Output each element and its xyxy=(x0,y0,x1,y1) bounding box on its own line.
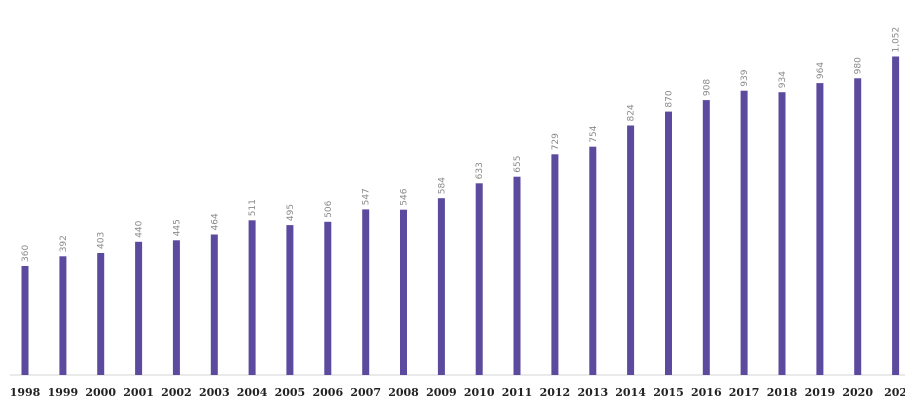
bar-2014 xyxy=(627,125,635,375)
value-label-2002: 445 xyxy=(172,219,182,236)
value-label-2003: 464 xyxy=(210,213,220,230)
value-label-2011: 655 xyxy=(513,156,523,173)
x-tick-2014: 2014 xyxy=(615,386,646,399)
x-tick-2012: 2012 xyxy=(540,386,571,399)
x-tick-202: 202 xyxy=(884,386,905,399)
x-tick-2016: 2016 xyxy=(691,386,722,399)
bar-1998 xyxy=(21,266,29,375)
value-label-202: 1,052 xyxy=(892,27,902,53)
bar-2012 xyxy=(551,154,559,375)
x-tick-2000: 2000 xyxy=(85,386,116,399)
bar-2003 xyxy=(210,234,218,375)
value-label-2013: 754 xyxy=(589,125,599,142)
bars-group xyxy=(21,56,900,376)
bar-2004 xyxy=(248,220,256,375)
value-label-2004: 511 xyxy=(248,199,258,216)
value-label-2005: 495 xyxy=(286,204,296,221)
x-tick-2004: 2004 xyxy=(237,386,268,399)
x-tick-2007: 2007 xyxy=(350,386,381,399)
value-label-2016: 908 xyxy=(702,79,712,96)
x-tick-2011: 2011 xyxy=(502,386,533,399)
value-label-2007: 547 xyxy=(362,188,372,205)
x-tick-2010: 2010 xyxy=(464,386,495,399)
x-tick-2015: 2015 xyxy=(653,386,684,399)
value-label-2020: 980 xyxy=(854,57,864,74)
bar-2013 xyxy=(589,146,597,375)
x-tick-2003: 2003 xyxy=(199,386,230,399)
bar-2000 xyxy=(97,253,105,375)
value-label-1999: 392 xyxy=(59,235,69,252)
bar-2019 xyxy=(816,83,824,375)
x-tick-2013: 2013 xyxy=(577,386,608,399)
value-label-2000: 403 xyxy=(97,232,107,249)
value-labels-group: 360 392 403 440 445 464 511 495 506 547 546 584 633 6… xyxy=(21,27,902,262)
x-tick-2005: 2005 xyxy=(275,386,306,399)
bar-2010 xyxy=(475,183,483,375)
value-label-1998: 360 xyxy=(21,245,31,262)
bar-1999 xyxy=(59,256,67,375)
x-tick-2006: 2006 xyxy=(312,386,343,399)
value-label-2014: 824 xyxy=(627,104,637,121)
bar-202 xyxy=(892,56,900,375)
bar-2016 xyxy=(702,100,710,375)
x-tick-2002: 2002 xyxy=(161,386,192,399)
x-tick-1998: 1998 xyxy=(10,386,41,399)
bar-2007 xyxy=(362,209,370,375)
bar-2018 xyxy=(778,92,786,375)
x-tick-labels-group: 1998 1999 2000 2001 2002 2003 2004 2005 2006 2007… xyxy=(10,386,905,399)
value-label-2017: 939 xyxy=(740,69,750,86)
value-label-2009: 584 xyxy=(437,177,447,194)
bar-2008 xyxy=(400,209,407,375)
bar-2011 xyxy=(513,176,521,375)
x-tick-2001: 2001 xyxy=(123,386,154,399)
bar-2005 xyxy=(286,225,294,375)
x-tick-2019: 2019 xyxy=(805,386,836,399)
bar-2001 xyxy=(135,241,143,375)
x-tick-2017: 2017 xyxy=(729,386,760,399)
bar-2009 xyxy=(437,198,445,375)
value-label-2019: 964 xyxy=(816,62,826,79)
value-label-2008: 546 xyxy=(400,188,410,205)
bar-2020 xyxy=(854,78,862,376)
x-tick-2020: 2020 xyxy=(842,386,873,399)
value-label-2015: 870 xyxy=(665,90,675,107)
bar-2017 xyxy=(740,90,748,375)
x-tick-2018: 2018 xyxy=(767,386,798,399)
value-label-2010: 633 xyxy=(475,162,485,179)
value-label-2018: 934 xyxy=(778,71,788,88)
x-tick-2009: 2009 xyxy=(426,386,457,399)
value-label-2001: 440 xyxy=(135,220,145,237)
value-label-2006: 506 xyxy=(324,200,334,217)
bar-2015 xyxy=(665,111,672,375)
x-tick-2008: 2008 xyxy=(388,386,419,399)
bar-2006 xyxy=(324,221,332,375)
bar-2002 xyxy=(172,240,180,375)
x-tick-1999: 1999 xyxy=(48,386,79,399)
value-label-2012: 729 xyxy=(551,133,561,150)
